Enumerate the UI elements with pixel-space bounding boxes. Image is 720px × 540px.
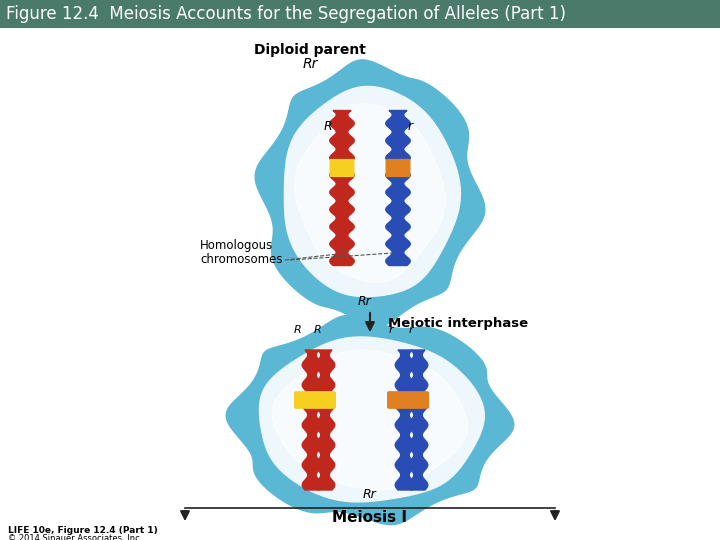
Polygon shape: [226, 315, 514, 525]
Text: Figure 12.4  Meiosis Accounts for the Segregation of Alleles (Part 1): Figure 12.4 Meiosis Accounts for the Seg…: [6, 5, 566, 23]
Polygon shape: [255, 60, 485, 326]
Text: Rr: Rr: [363, 488, 377, 501]
Text: Rr: Rr: [302, 57, 318, 71]
Polygon shape: [330, 111, 354, 266]
Polygon shape: [294, 104, 446, 282]
FancyBboxPatch shape: [387, 391, 429, 409]
Polygon shape: [386, 111, 410, 266]
Polygon shape: [315, 350, 335, 490]
Text: Meiotic interphase: Meiotic interphase: [388, 316, 528, 329]
Text: Rr: Rr: [358, 295, 372, 308]
Text: r: r: [408, 120, 413, 133]
Text: r: r: [389, 325, 393, 335]
FancyBboxPatch shape: [392, 161, 405, 174]
Text: Homologous: Homologous: [200, 239, 274, 252]
Text: Meiosis I: Meiosis I: [333, 510, 408, 524]
Polygon shape: [302, 350, 322, 490]
Text: chromosomes: chromosomes: [200, 253, 282, 266]
FancyBboxPatch shape: [330, 159, 354, 177]
Polygon shape: [395, 350, 415, 490]
FancyBboxPatch shape: [294, 391, 336, 409]
FancyBboxPatch shape: [385, 159, 410, 177]
Polygon shape: [272, 350, 468, 490]
Polygon shape: [408, 350, 428, 490]
Text: Diploid parent: Diploid parent: [254, 43, 366, 57]
Polygon shape: [284, 86, 460, 296]
Text: r: r: [409, 325, 413, 335]
Text: © 2014 Sinauer Associates, Inc.: © 2014 Sinauer Associates, Inc.: [8, 534, 143, 540]
Text: R: R: [314, 325, 322, 335]
Text: R: R: [294, 325, 302, 335]
Bar: [0, 0, 720, 28]
Text: R: R: [323, 120, 332, 133]
FancyBboxPatch shape: [336, 161, 348, 174]
Text: LIFE 10e, Figure 12.4 (Part 1): LIFE 10e, Figure 12.4 (Part 1): [8, 526, 158, 535]
Polygon shape: [259, 337, 485, 502]
